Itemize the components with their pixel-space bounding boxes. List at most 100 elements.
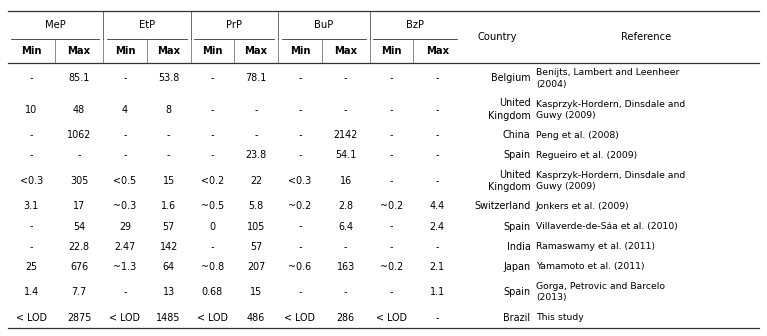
Text: -: - bbox=[344, 242, 347, 252]
Text: 1.6: 1.6 bbox=[161, 202, 176, 211]
Text: 0.68: 0.68 bbox=[202, 287, 223, 297]
Text: 22: 22 bbox=[250, 176, 262, 186]
Text: -: - bbox=[211, 242, 214, 252]
Text: -: - bbox=[390, 104, 393, 115]
Text: Villaverde-de-Sáa et al. (2010): Villaverde-de-Sáa et al. (2010) bbox=[536, 222, 677, 231]
Text: United
Kingdom: United Kingdom bbox=[488, 170, 531, 192]
Text: 25: 25 bbox=[25, 262, 38, 272]
Text: -: - bbox=[123, 150, 127, 160]
Text: 4: 4 bbox=[122, 104, 128, 115]
Text: Reference: Reference bbox=[621, 32, 671, 42]
Text: Yamamoto et al. (2011): Yamamoto et al. (2011) bbox=[536, 262, 644, 271]
Text: -: - bbox=[30, 130, 33, 140]
Text: EtP: EtP bbox=[139, 20, 155, 30]
Text: 2.1: 2.1 bbox=[430, 262, 445, 272]
Text: 2142: 2142 bbox=[334, 130, 358, 140]
Text: Min: Min bbox=[290, 46, 310, 56]
Text: -: - bbox=[211, 104, 214, 115]
Text: MeP: MeP bbox=[45, 20, 66, 30]
Text: Min: Min bbox=[114, 46, 135, 56]
Text: <0.2: <0.2 bbox=[201, 176, 224, 186]
Text: 85.1: 85.1 bbox=[68, 74, 90, 83]
Text: 54: 54 bbox=[73, 221, 85, 232]
Text: 15: 15 bbox=[250, 287, 262, 297]
Text: -: - bbox=[123, 287, 127, 297]
Text: -: - bbox=[436, 176, 439, 186]
Text: 142: 142 bbox=[160, 242, 178, 252]
Text: BzP: BzP bbox=[407, 20, 424, 30]
Text: 105: 105 bbox=[247, 221, 265, 232]
Text: 286: 286 bbox=[337, 313, 355, 323]
Text: ~0.5: ~0.5 bbox=[201, 202, 224, 211]
Text: -: - bbox=[298, 74, 301, 83]
Text: -: - bbox=[77, 150, 81, 160]
Text: < LOD: < LOD bbox=[197, 313, 228, 323]
Text: -: - bbox=[255, 104, 258, 115]
Text: 486: 486 bbox=[247, 313, 265, 323]
Text: -: - bbox=[30, 150, 33, 160]
Text: Jonkers et al. (2009): Jonkers et al. (2009) bbox=[536, 202, 630, 211]
Text: 16: 16 bbox=[340, 176, 352, 186]
Text: 17: 17 bbox=[73, 202, 85, 211]
Text: 305: 305 bbox=[70, 176, 88, 186]
Text: Kasprzyk-Hordern, Dinsdale and
Guwy (2009): Kasprzyk-Hordern, Dinsdale and Guwy (200… bbox=[536, 171, 685, 191]
Text: 57: 57 bbox=[250, 242, 262, 252]
Text: ~0.3: ~0.3 bbox=[114, 202, 137, 211]
Text: -: - bbox=[30, 242, 33, 252]
Text: 23.8: 23.8 bbox=[245, 150, 267, 160]
Text: <0.3: <0.3 bbox=[288, 176, 311, 186]
Text: United
Kingdom: United Kingdom bbox=[488, 98, 531, 121]
Text: Min: Min bbox=[21, 46, 41, 56]
Text: BuP: BuP bbox=[314, 20, 334, 30]
Text: ~0.2: ~0.2 bbox=[380, 262, 403, 272]
Text: Country: Country bbox=[477, 32, 517, 42]
Text: Max: Max bbox=[334, 46, 357, 56]
Text: Benijts, Lambert and Leenheer
(2004): Benijts, Lambert and Leenheer (2004) bbox=[536, 69, 679, 88]
Text: -: - bbox=[123, 74, 127, 83]
Text: 8: 8 bbox=[166, 104, 172, 115]
Text: 5.8: 5.8 bbox=[249, 202, 264, 211]
Text: ~0.8: ~0.8 bbox=[201, 262, 224, 272]
Text: Japan: Japan bbox=[503, 262, 531, 272]
Text: -: - bbox=[436, 242, 439, 252]
Text: -: - bbox=[344, 74, 347, 83]
Text: -: - bbox=[390, 242, 393, 252]
Text: -: - bbox=[30, 74, 33, 83]
Text: -: - bbox=[211, 130, 214, 140]
Text: <0.5: <0.5 bbox=[114, 176, 137, 186]
Text: Brazil: Brazil bbox=[503, 313, 531, 323]
Text: 64: 64 bbox=[163, 262, 175, 272]
Text: 2.47: 2.47 bbox=[114, 242, 136, 252]
Text: 48: 48 bbox=[73, 104, 85, 115]
Text: 207: 207 bbox=[247, 262, 265, 272]
Text: -: - bbox=[123, 130, 127, 140]
Text: -: - bbox=[298, 104, 301, 115]
Text: 3.1: 3.1 bbox=[24, 202, 39, 211]
Text: 57: 57 bbox=[163, 221, 175, 232]
Text: -: - bbox=[344, 104, 347, 115]
Text: -: - bbox=[298, 130, 301, 140]
Text: < LOD: < LOD bbox=[16, 313, 47, 323]
Text: Belgium: Belgium bbox=[491, 74, 531, 83]
Text: -: - bbox=[167, 130, 170, 140]
Text: 15: 15 bbox=[163, 176, 175, 186]
Text: Max: Max bbox=[157, 46, 180, 56]
Text: -: - bbox=[390, 221, 393, 232]
Text: ~1.3: ~1.3 bbox=[114, 262, 137, 272]
Text: 78.1: 78.1 bbox=[245, 74, 267, 83]
Text: 10: 10 bbox=[25, 104, 38, 115]
Text: ~0.2: ~0.2 bbox=[288, 202, 311, 211]
Text: -: - bbox=[298, 242, 301, 252]
Text: Max: Max bbox=[245, 46, 268, 56]
Text: -: - bbox=[390, 176, 393, 186]
Text: 2.8: 2.8 bbox=[338, 202, 354, 211]
Text: Spain: Spain bbox=[503, 221, 531, 232]
Text: -: - bbox=[255, 130, 258, 140]
Text: Min: Min bbox=[202, 46, 222, 56]
Text: -: - bbox=[390, 150, 393, 160]
Text: -: - bbox=[436, 74, 439, 83]
Text: < LOD: < LOD bbox=[110, 313, 140, 323]
Text: -: - bbox=[436, 104, 439, 115]
Text: -: - bbox=[390, 130, 393, 140]
Text: 54.1: 54.1 bbox=[335, 150, 357, 160]
